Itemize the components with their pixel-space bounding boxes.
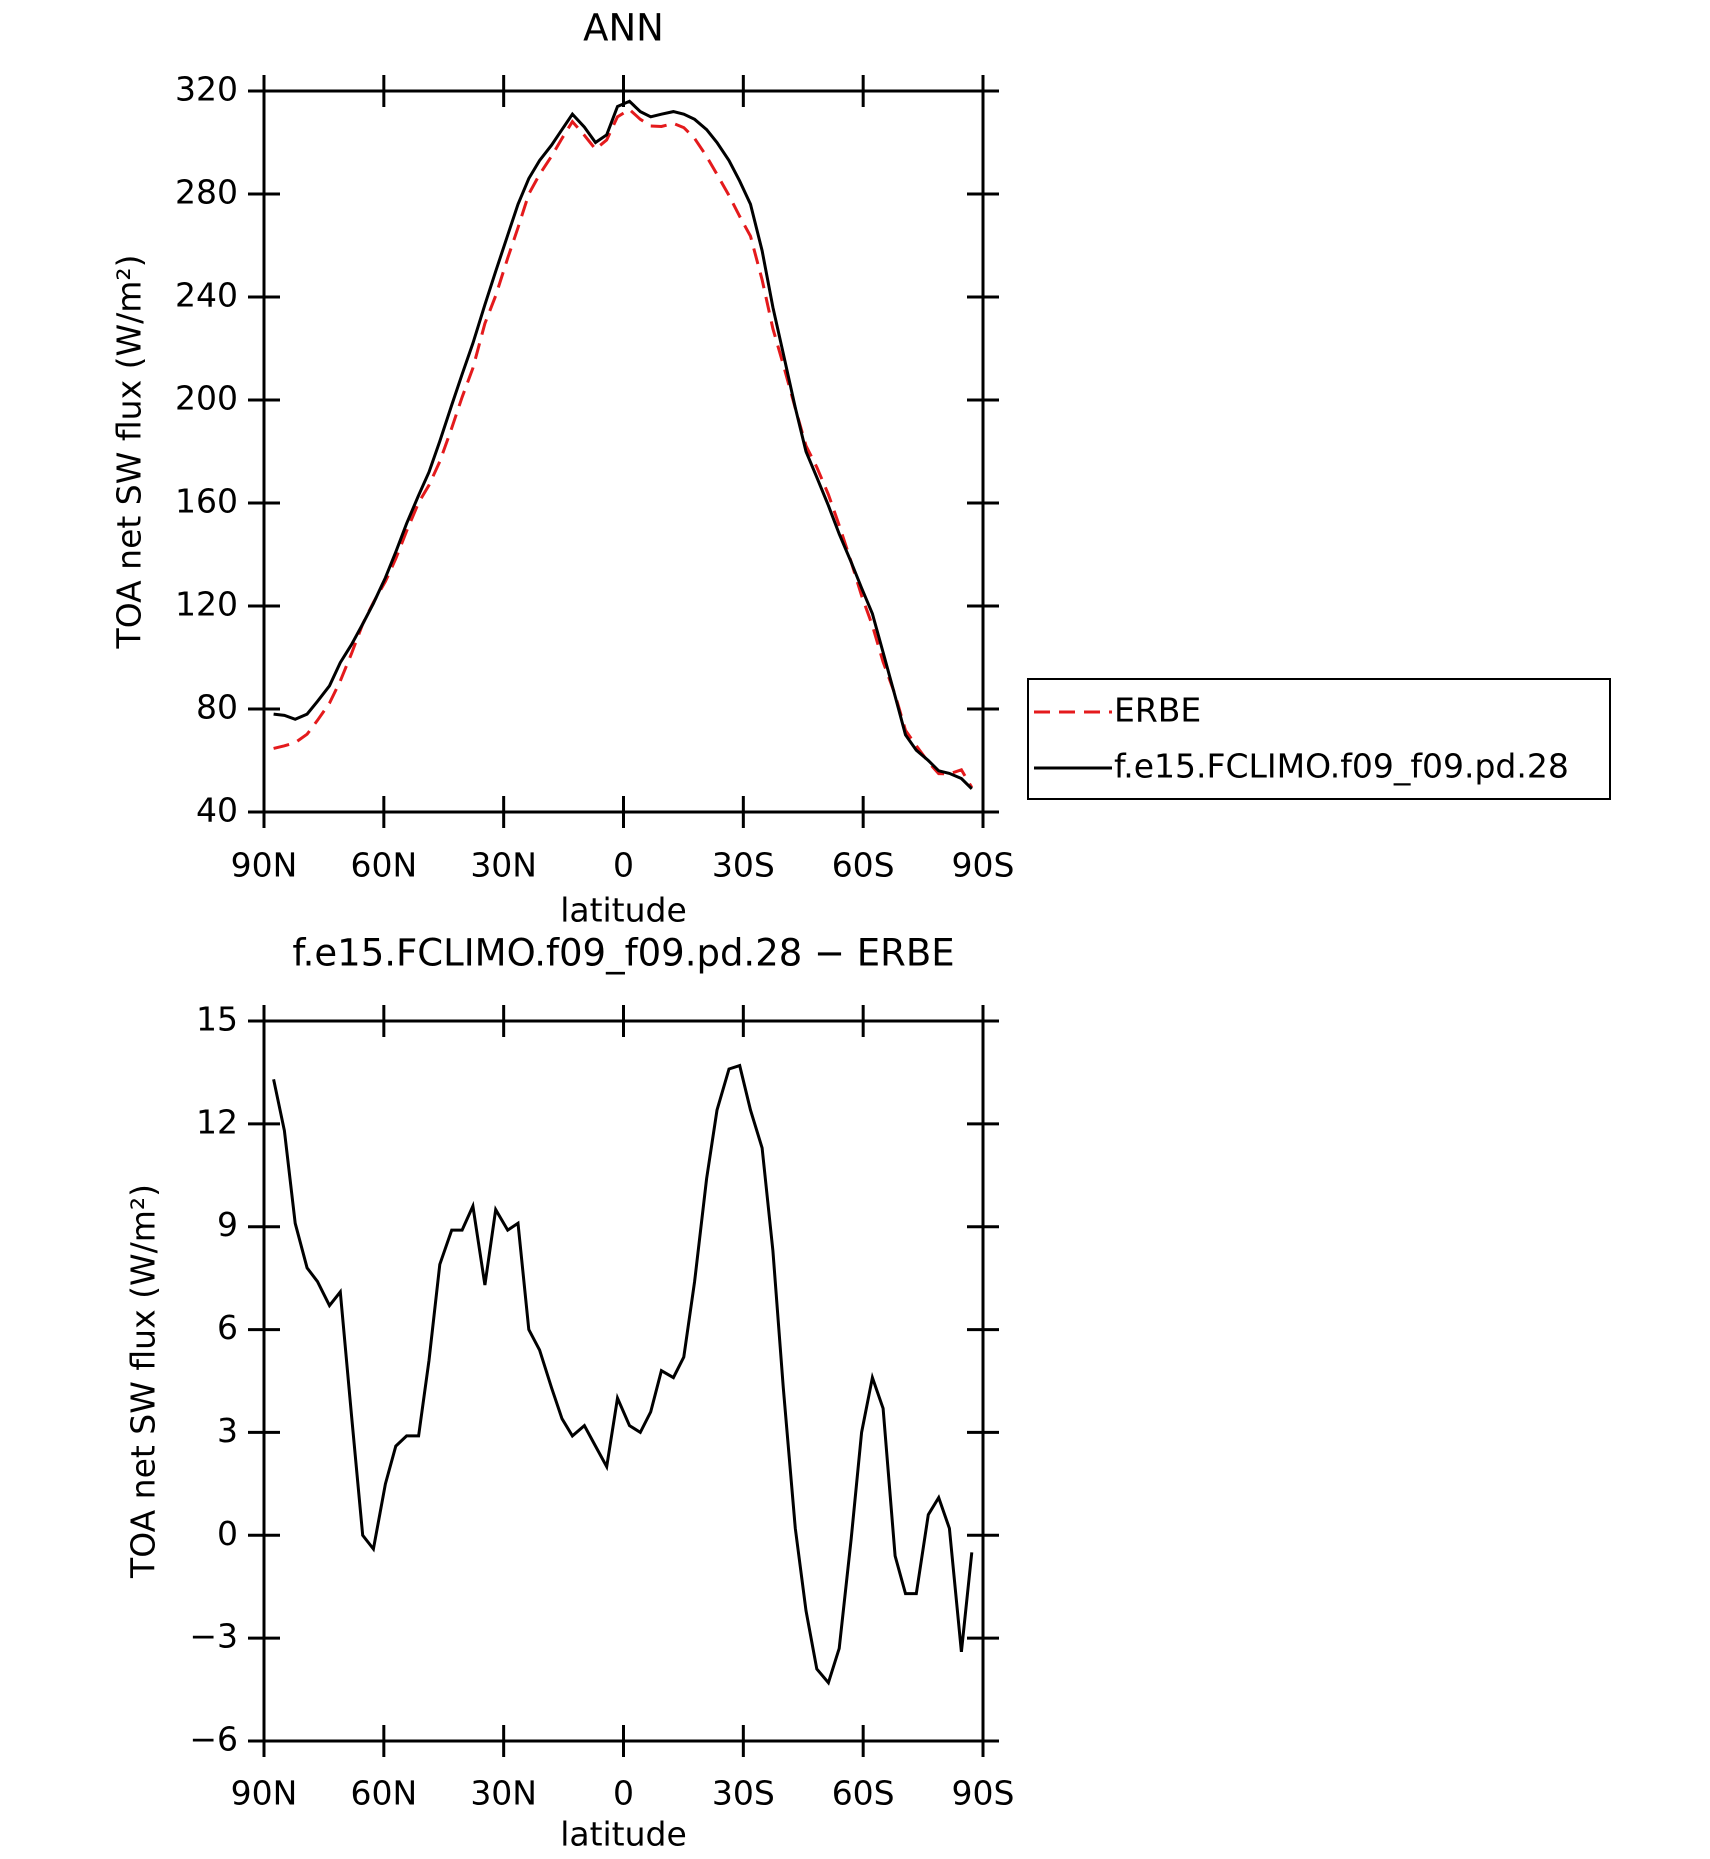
x-tick-label: 30N — [470, 1774, 537, 1813]
x-tick-label: 60S — [832, 1774, 895, 1813]
y-axis-label: TOA net SW flux (W/m²) — [110, 255, 149, 650]
y-tick-label: 120 — [175, 585, 238, 624]
y-tick-label: 12 — [196, 1102, 238, 1141]
x-tick-label: 60N — [350, 846, 417, 885]
y-tick-label: 3 — [217, 1411, 238, 1450]
x-tick-label: 90N — [231, 846, 298, 885]
x-tick-label: 90S — [952, 1774, 1015, 1813]
y-tick-label: 320 — [175, 70, 238, 109]
chart-title: f.e15.FCLIMO.f09_f09.pd.28 − ERBE — [292, 932, 954, 975]
y-tick-label: 0 — [217, 1514, 238, 1553]
data-line — [272, 1063, 974, 1686]
x-tick-label: 90N — [231, 1774, 298, 1813]
y-tick-label: 200 — [175, 379, 238, 418]
x-axis-label: latitude — [560, 1815, 687, 1854]
legend-box — [1027, 678, 1611, 800]
plot-frame — [262, 89, 985, 814]
y-tick-label: −6 — [189, 1720, 238, 1759]
x-tick-label: 30N — [470, 846, 537, 885]
x-tick-label: 30S — [712, 846, 775, 885]
y-tick-label: 9 — [217, 1205, 238, 1244]
x-tick-label: 30S — [712, 1774, 775, 1813]
y-tick-label: −3 — [189, 1617, 238, 1656]
y-tick-label: 6 — [217, 1308, 238, 1347]
y-tick-label: 240 — [175, 276, 238, 315]
y-tick-label: 80 — [196, 688, 238, 727]
x-tick-label: 0 — [613, 1774, 634, 1813]
chart-title: ANN — [583, 7, 664, 50]
x-tick-label: 60N — [350, 1774, 417, 1813]
data-line — [273, 99, 973, 790]
x-tick-label: 60S — [832, 846, 895, 885]
plot-frame — [262, 1019, 985, 1743]
legend-label: ERBE — [1114, 691, 1201, 730]
x-tick-label: 90S — [952, 846, 1015, 885]
data-line — [273, 107, 974, 789]
x-axis-label: latitude — [560, 891, 687, 930]
legend-label: f.e15.FCLIMO.f09_f09.pd.28 — [1114, 747, 1569, 786]
y-tick-label: 40 — [196, 791, 238, 830]
x-tick-label: 0 — [613, 846, 634, 885]
y-tick-label: 160 — [175, 482, 238, 521]
y-tick-label: 15 — [196, 1000, 238, 1039]
y-axis-label: TOA net SW flux (W/m²) — [124, 1184, 163, 1579]
y-tick-label: 280 — [175, 173, 238, 212]
